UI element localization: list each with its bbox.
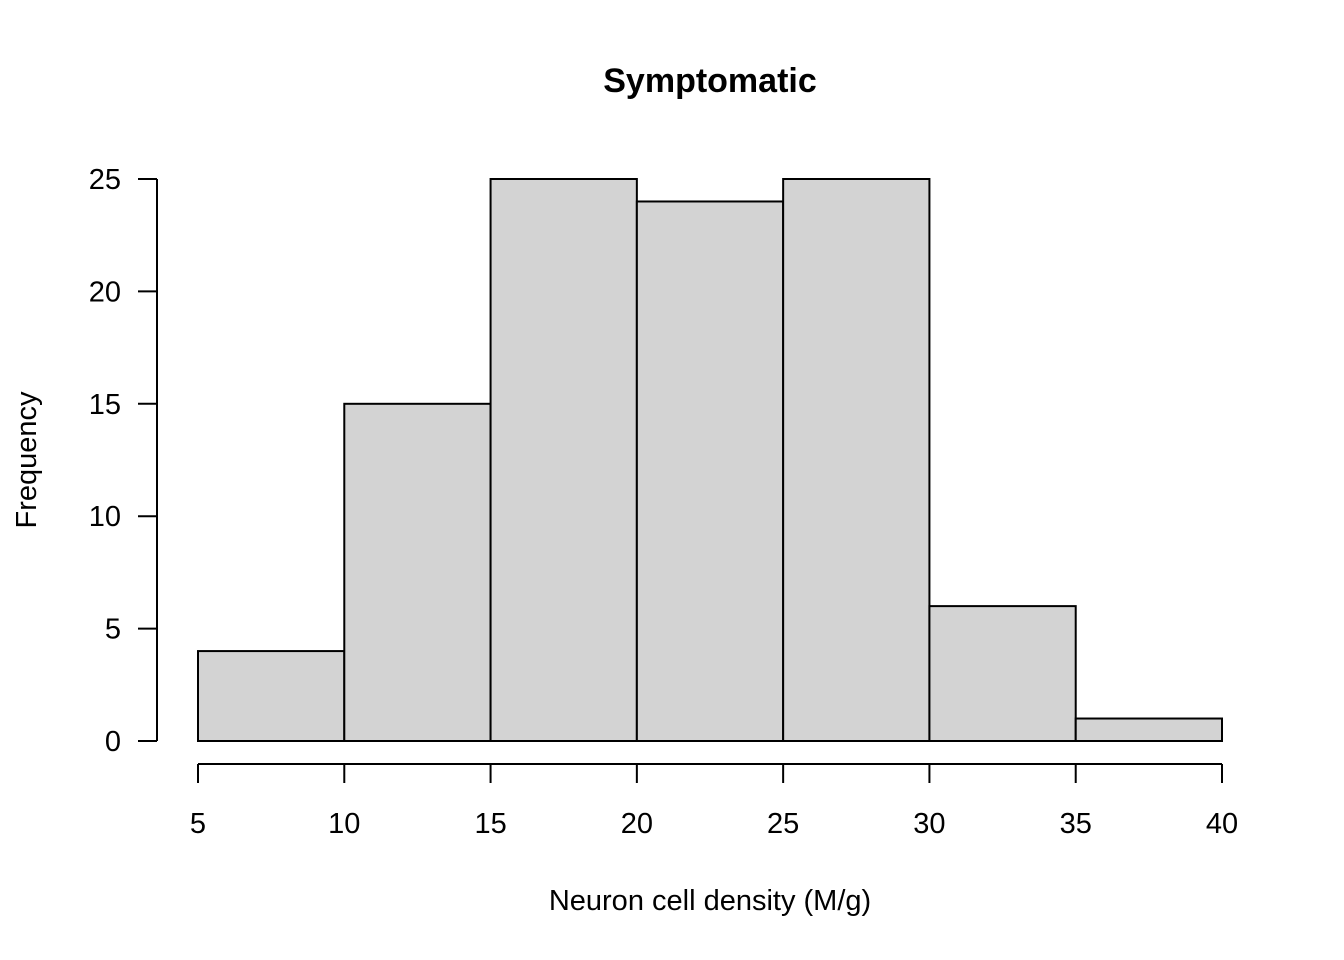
- histogram-bar-5: [782, 178, 931, 742]
- y-tick-label: 0: [105, 726, 121, 758]
- bars-group: [197, 178, 1223, 743]
- histogram-bar-2: [343, 402, 492, 742]
- x-tick-label: 10: [328, 808, 360, 840]
- chart-title: Symptomatic: [603, 62, 817, 100]
- y-tick-label: 10: [89, 501, 121, 533]
- y-axis: 0 5 10 15 20 25: [89, 164, 158, 758]
- x-axis-label: Neuron cell density (M/g): [549, 885, 871, 917]
- histogram-bar-7: [1074, 717, 1223, 743]
- histogram-bar-1: [197, 650, 346, 743]
- y-tick-label: 15: [89, 389, 121, 421]
- x-tick-label: 30: [913, 808, 945, 840]
- x-tick-label: 40: [1206, 808, 1238, 840]
- x-tick-label: 25: [767, 808, 799, 840]
- y-tick-label: 25: [89, 164, 121, 196]
- x-tick-label: 5: [190, 808, 206, 840]
- histogram-bar-4: [635, 200, 785, 743]
- y-tick-label: 20: [89, 276, 121, 308]
- y-tick-label: 5: [105, 614, 121, 646]
- histogram-bar-6: [928, 605, 1077, 742]
- x-tick-label: 20: [621, 808, 653, 840]
- x-axis: 5 10 15 20 25 30 35 40: [190, 763, 1238, 840]
- x-tick-label: 35: [1060, 808, 1092, 840]
- y-axis-label: Frequency: [11, 391, 43, 529]
- histogram-bar-3: [489, 178, 638, 742]
- x-tick-label: 15: [474, 808, 506, 840]
